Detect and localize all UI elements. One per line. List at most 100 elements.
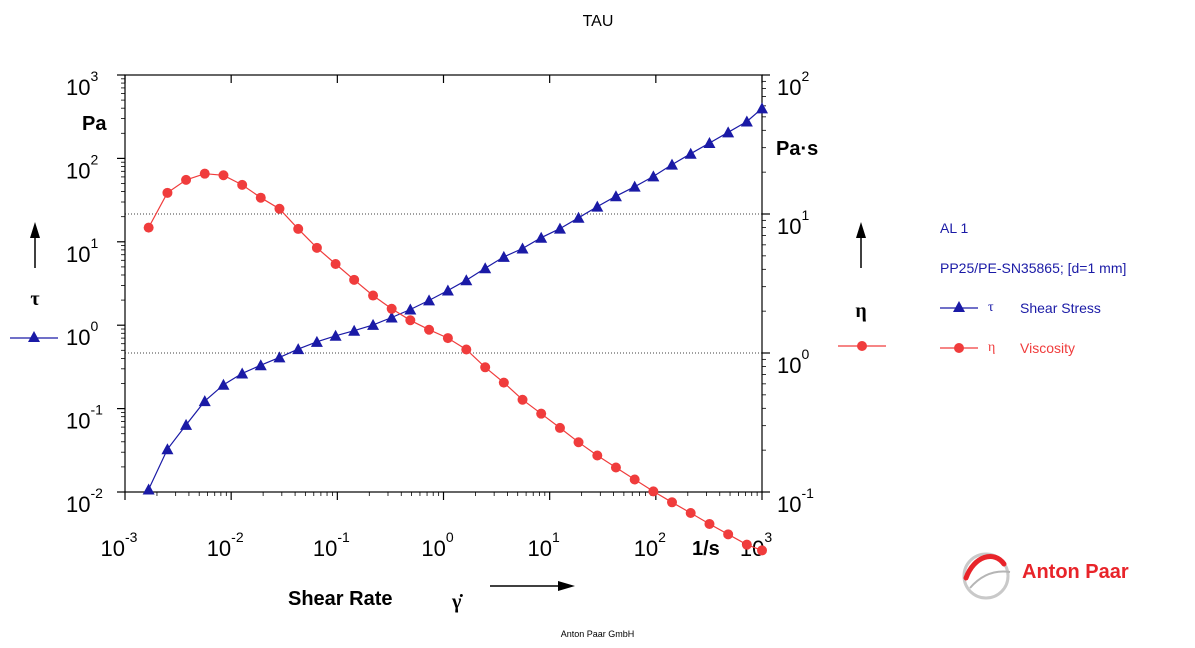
tick-base: 10 bbox=[66, 325, 90, 350]
legend-item-viscosity: η Viscosity bbox=[940, 338, 1190, 358]
x-tick-label: 100 bbox=[421, 529, 453, 561]
data-point-triangle bbox=[516, 242, 529, 254]
tick-exponent: 1 bbox=[801, 207, 809, 223]
left-tick-label: 103 bbox=[66, 68, 98, 100]
plot-frame bbox=[124, 74, 763, 493]
tick-base: 10 bbox=[777, 492, 801, 517]
data-point-circle bbox=[704, 518, 715, 529]
footer-credit: Anton Paar GmbH bbox=[560, 629, 635, 639]
x-axis-unit: 1/s bbox=[692, 538, 720, 560]
data-point-circle bbox=[667, 497, 678, 508]
right-up-arrow-icon bbox=[856, 222, 866, 268]
data-point-circle bbox=[199, 168, 210, 179]
data-point-circle bbox=[143, 222, 154, 233]
data-point-triangle bbox=[684, 147, 697, 159]
series-line bbox=[148, 173, 763, 551]
data-point-triangle bbox=[329, 329, 342, 341]
legend-sample-name: AL 1 bbox=[940, 220, 969, 236]
tick-base: 10 bbox=[777, 75, 801, 100]
tick-base: 10 bbox=[777, 214, 801, 239]
data-point-circle bbox=[536, 408, 547, 419]
data-point-triangle bbox=[647, 170, 660, 182]
data-point-circle bbox=[592, 450, 603, 461]
data-point-triangle bbox=[497, 250, 510, 262]
data-point-triangle bbox=[142, 483, 155, 495]
data-point-triangle bbox=[367, 318, 380, 330]
data-point-circle bbox=[405, 315, 416, 326]
data-point-circle bbox=[741, 539, 752, 550]
data-point-circle bbox=[517, 394, 528, 405]
x-tick-label: 10-3 bbox=[101, 529, 138, 561]
chart-title: TAU bbox=[583, 13, 614, 30]
left-tick-label: 10-1 bbox=[66, 402, 103, 434]
data-point-triangle bbox=[198, 395, 211, 407]
left-tick-label: 102 bbox=[66, 151, 98, 183]
right-tick-label: 100 bbox=[777, 346, 809, 378]
tick-exponent: 2 bbox=[801, 68, 809, 84]
tick-exponent: 2 bbox=[90, 151, 98, 167]
tick-base: 10 bbox=[66, 75, 90, 100]
tick-exponent: 3 bbox=[90, 68, 98, 84]
right-tick-label: 10-1 bbox=[777, 485, 814, 517]
tick-exponent: 1 bbox=[90, 235, 98, 251]
logo-swoosh-icon: Anton Paar bbox=[962, 552, 1129, 600]
series-line bbox=[148, 107, 763, 490]
data-point-triangle bbox=[628, 180, 641, 192]
data-point-triangle bbox=[756, 102, 768, 114]
x-axis-symbol: γ̇ bbox=[451, 591, 463, 613]
tick-exponent: 3 bbox=[764, 529, 772, 545]
data-point-triangle bbox=[609, 190, 622, 202]
data-point-circle bbox=[162, 187, 173, 198]
data-point-circle bbox=[293, 223, 304, 234]
data-point-triangle bbox=[385, 311, 398, 323]
right-y-symbol: η bbox=[855, 300, 866, 322]
data-point-triangle bbox=[254, 359, 267, 371]
data-point-circle bbox=[480, 362, 491, 373]
data-point-triangle bbox=[666, 158, 679, 170]
tick-base: 10 bbox=[101, 536, 125, 561]
tick-base: 10 bbox=[207, 536, 231, 561]
data-point-circle bbox=[330, 258, 341, 269]
data-point-triangle bbox=[161, 443, 174, 455]
data-point-circle bbox=[255, 192, 266, 203]
series-viscosity bbox=[143, 168, 767, 556]
data-point-circle bbox=[237, 179, 248, 190]
triangle-marker-icon bbox=[940, 301, 978, 312]
tick-exponent: -1 bbox=[801, 485, 814, 501]
tick-base: 10 bbox=[634, 536, 658, 561]
tick-exponent: 0 bbox=[446, 529, 454, 545]
legend-label: Shear Stress bbox=[1020, 300, 1101, 316]
data-point-triangle bbox=[572, 211, 585, 223]
reference-lines bbox=[125, 213, 762, 354]
right-tick-label: 102 bbox=[777, 68, 809, 100]
data-point-circle bbox=[349, 274, 360, 285]
data-point-circle bbox=[181, 174, 192, 185]
data-point-triangle bbox=[404, 303, 417, 315]
tick-base: 10 bbox=[421, 536, 445, 561]
right-arrow-icon bbox=[490, 581, 575, 591]
tick-exponent: 0 bbox=[90, 318, 98, 334]
data-point-circle bbox=[610, 462, 621, 473]
left-up-arrow-icon bbox=[30, 222, 40, 268]
legend-label: Viscosity bbox=[1020, 340, 1075, 356]
data-point-triangle bbox=[591, 200, 604, 212]
data-point-triangle bbox=[553, 222, 566, 234]
data-point-circle bbox=[461, 344, 472, 355]
left-tick-label: 100 bbox=[66, 318, 98, 350]
left-y-symbol: τ bbox=[30, 288, 39, 310]
data-point-circle bbox=[218, 170, 229, 181]
x-tick-label: 10-1 bbox=[313, 529, 350, 561]
legend-geometry: PP25/PE-SN35865; [d=1 mm] bbox=[940, 260, 1127, 276]
data-point-circle bbox=[648, 486, 659, 497]
data-point-triangle bbox=[273, 351, 286, 363]
x-axis-ticks: 10-3 10-2 10-1 100 101 102 103 bbox=[101, 75, 772, 561]
data-point-triangle bbox=[292, 343, 305, 355]
x-tick-label: 10-2 bbox=[207, 529, 244, 561]
left-y-unit: Pa bbox=[82, 113, 107, 135]
data-point-circle bbox=[723, 529, 734, 540]
data-point-triangle bbox=[180, 418, 193, 430]
circle-marker-icon bbox=[940, 343, 978, 353]
data-point-triangle bbox=[535, 231, 548, 243]
data-point-circle bbox=[424, 324, 435, 335]
